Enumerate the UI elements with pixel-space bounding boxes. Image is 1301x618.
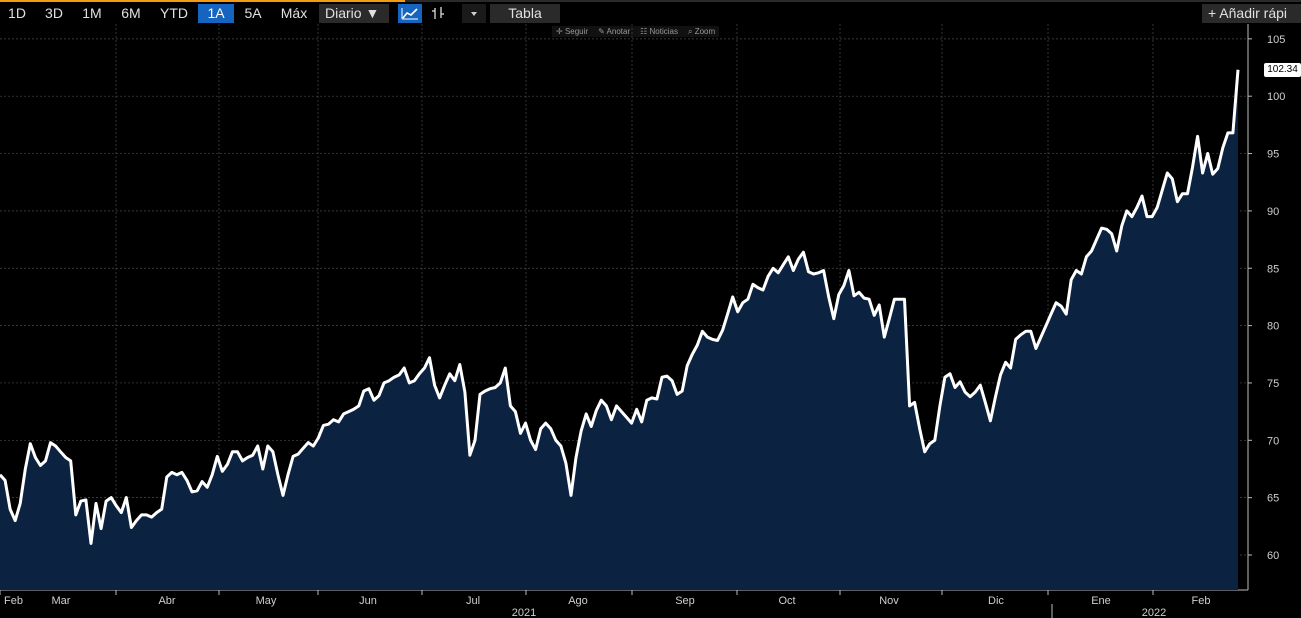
range-max-button[interactable]: Máx xyxy=(280,5,308,21)
top-accent-bar xyxy=(0,0,405,2)
x-month-label: Nov xyxy=(879,595,899,607)
y-tick-label: 65 xyxy=(1267,493,1279,505)
price-chart[interactable]: 60 65 70 75 80 85 90 95 100 105 Feb Mar Abr May Jun Jul… xyxy=(0,24,1301,618)
x-month-label: May xyxy=(256,595,277,607)
y-tick-label: 105 xyxy=(1267,34,1285,46)
interval-dropdown[interactable]: Diario ▼ xyxy=(319,4,389,23)
quick-add-label: + Añadir rápi xyxy=(1208,5,1287,21)
year-label: 2021 xyxy=(512,607,536,618)
x-month-label: Abr xyxy=(158,595,175,607)
annotate-tool[interactable]: ✎ Anotar xyxy=(598,27,631,36)
y-tick-label: 90 xyxy=(1267,206,1279,218)
range-1m-button[interactable]: 1M xyxy=(82,5,102,21)
x-month-label: Mar xyxy=(52,595,71,607)
y-tick-label: 100 xyxy=(1267,91,1285,103)
range-6m-button[interactable]: 6M xyxy=(121,5,141,21)
x-month-label: Feb xyxy=(4,595,23,607)
news-tool[interactable]: ☷ Noticias xyxy=(640,27,678,36)
zoom-tool[interactable]: ⌕ Zoom xyxy=(687,27,716,36)
y-tick-label: 80 xyxy=(1267,321,1279,333)
table-button[interactable]: Tabla xyxy=(490,4,560,23)
series-area xyxy=(0,69,1238,591)
y-tick-label: 95 xyxy=(1267,149,1279,161)
x-month-label: Sep xyxy=(675,595,695,607)
quick-add-button[interactable]: + Añadir rápi xyxy=(1202,4,1301,23)
y-tick-label: 75 xyxy=(1267,378,1279,390)
follow-tool[interactable]: ✛ Seguir xyxy=(556,27,589,36)
y-tick-label: 70 xyxy=(1267,435,1279,447)
range-ytd-button[interactable]: YTD xyxy=(160,5,188,21)
year-label: 2022 xyxy=(1142,607,1166,618)
range-1a-button[interactable]: 1A xyxy=(198,4,234,23)
series-line xyxy=(0,69,1240,545)
chart-tools: ✛ Seguir ✎ Anotar ☷ Noticias ⌕ Zoom xyxy=(552,26,720,37)
toolbar: 1D 3D 1M 6M YTD 1A 5A Máx Diario ▼ xyxy=(0,2,1301,24)
bar-chart-icon[interactable] xyxy=(426,4,450,23)
last-price-badge: 102.34 xyxy=(1264,63,1301,77)
range-5a-button[interactable]: 5A xyxy=(244,5,262,21)
x-month-label: Jun xyxy=(359,595,377,607)
chevron-down-icon[interactable] xyxy=(462,4,486,23)
x-month-label: Ene xyxy=(1091,595,1111,607)
line-chart-icon[interactable] xyxy=(398,4,422,23)
y-tick-label: 85 xyxy=(1267,263,1279,275)
x-month-label: Feb xyxy=(1192,595,1211,607)
x-month-label: Jul xyxy=(466,595,480,607)
y-tick-label: 60 xyxy=(1267,550,1279,562)
x-month-label: Oct xyxy=(778,595,795,607)
top-divider xyxy=(0,0,1301,2)
x-month-label: Dic xyxy=(988,595,1004,607)
range-3d-button[interactable]: 3D xyxy=(45,5,63,21)
x-month-label: Ago xyxy=(568,595,588,607)
range-1d-button[interactable]: 1D xyxy=(8,5,26,21)
